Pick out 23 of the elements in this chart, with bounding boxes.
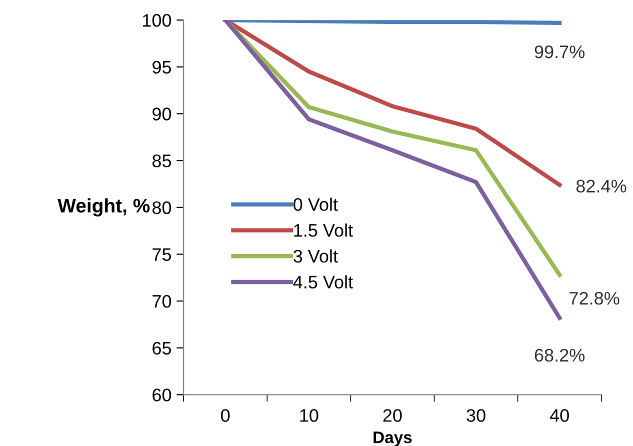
y-tick-label: 90 [152, 108, 172, 120]
x-tick-label: 10 [300, 409, 318, 422]
y-tick-label: 80 [152, 201, 172, 214]
legend-label: 0 Volt [294, 198, 338, 211]
y-tick-label: 85 [152, 154, 172, 168]
y-tick-label: 100 [143, 14, 172, 27]
y-axis-title: Weight, % [58, 198, 150, 216]
y-tick-label: 75 [152, 248, 172, 261]
x-tick-label: 20 [383, 409, 402, 422]
annotation: 99.7% [534, 45, 585, 58]
y-tick-label: 95 [152, 60, 172, 74]
x-tick-label: 30 [466, 409, 486, 422]
annotation: 68.2% [534, 348, 585, 362]
annotation: 72.8% [570, 292, 620, 305]
y-tick-label: 70 [152, 294, 172, 308]
legend-label: 3 Volt [294, 249, 338, 263]
y-tick-label: 60 [152, 388, 172, 402]
legend-label: 4.5 Volt [293, 275, 353, 288]
annotation: 82.4% [576, 180, 626, 193]
legend-label: 1.5 Volt [294, 224, 353, 237]
y-tick-label: 65 [152, 342, 172, 355]
x-tick-label: 0 [221, 409, 230, 422]
x-tick-label: 40 [550, 409, 569, 422]
